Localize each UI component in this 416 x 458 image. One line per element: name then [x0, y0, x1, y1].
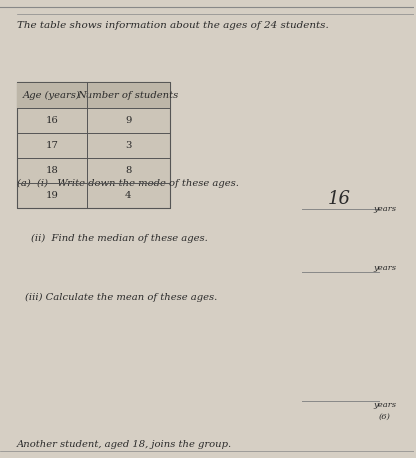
- Text: The table shows information about the ages of 24 students.: The table shows information about the ag…: [17, 21, 328, 30]
- Text: (iii) Calculate the mean of these ages.: (iii) Calculate the mean of these ages.: [25, 293, 217, 302]
- Text: years: years: [373, 401, 396, 409]
- Text: Another student, aged 18, joins the group.: Another student, aged 18, joins the grou…: [17, 440, 232, 449]
- Text: (a)  (i)   Write down the mode of these ages.: (a) (i) Write down the mode of these age…: [17, 179, 238, 188]
- Text: (6): (6): [379, 413, 391, 421]
- Text: 17: 17: [45, 141, 58, 150]
- Bar: [17, 82, 170, 208]
- Text: 4: 4: [125, 191, 131, 200]
- Text: Age (years): Age (years): [23, 91, 81, 99]
- Text: Number of students: Number of students: [78, 91, 179, 99]
- Text: 16: 16: [45, 116, 58, 125]
- Text: years: years: [373, 205, 396, 213]
- Text: 3: 3: [125, 141, 131, 150]
- Text: 9: 9: [125, 116, 131, 125]
- Bar: [17, 82, 170, 108]
- Text: (ii)  Find the median of these ages.: (ii) Find the median of these ages.: [31, 234, 208, 243]
- Text: years: years: [373, 264, 396, 272]
- Text: 19: 19: [45, 191, 58, 200]
- Text: 16: 16: [328, 190, 351, 208]
- Text: 18: 18: [45, 166, 58, 175]
- Text: 8: 8: [125, 166, 131, 175]
